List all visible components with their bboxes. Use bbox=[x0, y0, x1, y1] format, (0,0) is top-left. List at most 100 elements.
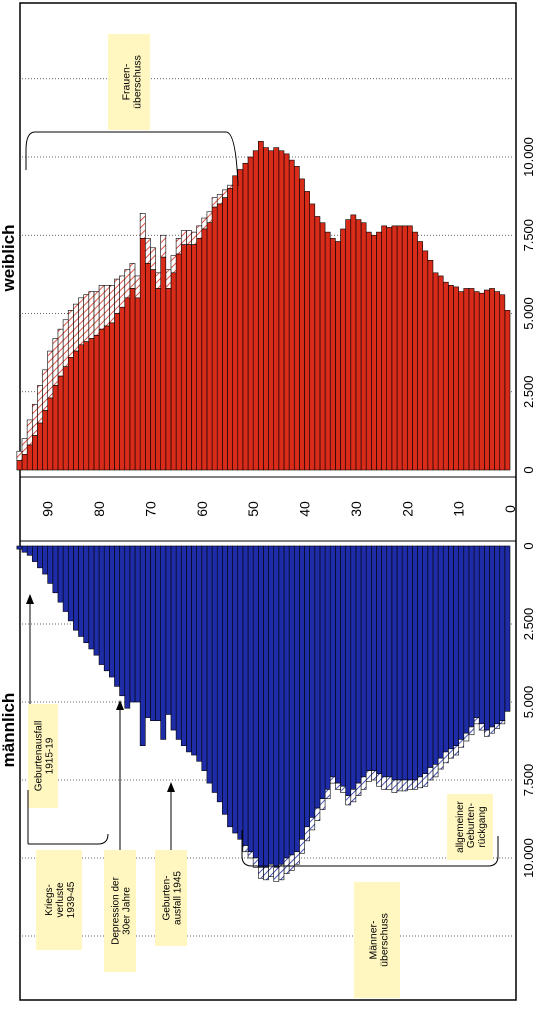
female-surplus-bar bbox=[57, 328, 64, 377]
male-surplus-bar bbox=[494, 723, 501, 729]
annotation-box bbox=[155, 850, 187, 946]
male-surplus-bar bbox=[406, 779, 413, 790]
male-bar bbox=[119, 545, 126, 697]
female-bar bbox=[324, 231, 331, 471]
female-bar bbox=[340, 228, 346, 471]
male-surplus-bar bbox=[417, 776, 423, 789]
female-bar bbox=[83, 341, 90, 471]
male-surplus-bar bbox=[371, 770, 377, 781]
age-tick-label: 20 bbox=[399, 501, 415, 517]
male-surplus-bar bbox=[360, 776, 367, 790]
female-surplus-bar bbox=[52, 338, 59, 386]
female-bar bbox=[468, 288, 475, 471]
male-surplus-bar bbox=[242, 845, 249, 853]
female-bar bbox=[412, 231, 418, 471]
male-surplus-bar bbox=[396, 779, 403, 792]
female-bar bbox=[237, 169, 244, 471]
male-surplus-bar bbox=[288, 854, 295, 871]
male-bar bbox=[31, 545, 38, 562]
male-bars bbox=[16, 545, 511, 882]
male-bar bbox=[396, 545, 403, 781]
male-surplus-bracket bbox=[241, 830, 499, 867]
male-surplus-bar bbox=[365, 770, 372, 782]
male-surplus-bar bbox=[453, 745, 459, 756]
female-bar bbox=[417, 241, 423, 471]
male-bar bbox=[406, 545, 413, 781]
female-bar bbox=[134, 297, 141, 471]
female-surplus-bar bbox=[67, 310, 74, 358]
female-bar bbox=[422, 250, 429, 471]
female-surplus-bar bbox=[216, 194, 223, 205]
female-bar bbox=[150, 269, 156, 471]
female-count-tick-label: 10.000 bbox=[521, 137, 536, 177]
annotation-depression: Depression der30er Jahre bbox=[104, 700, 136, 972]
female-bar bbox=[442, 281, 449, 471]
female-bar bbox=[124, 297, 131, 471]
female-surplus-bar bbox=[155, 272, 161, 289]
male-bar bbox=[206, 545, 213, 784]
male-surplus-bar bbox=[345, 795, 352, 806]
male-bar bbox=[504, 545, 511, 712]
female-bar bbox=[191, 244, 197, 471]
male-bar bbox=[170, 545, 177, 731]
male-bar bbox=[67, 545, 74, 622]
age-tick-label: 0 bbox=[502, 505, 518, 513]
male-bar bbox=[16, 545, 23, 550]
female-bar bbox=[242, 162, 249, 471]
age-tick-label: 10 bbox=[451, 501, 467, 517]
male-bar bbox=[473, 545, 480, 718]
female-surplus-bar bbox=[139, 213, 146, 239]
male-bar bbox=[57, 545, 64, 603]
male-bar bbox=[186, 545, 192, 753]
female-bar bbox=[21, 454, 28, 471]
female-surplus-bar bbox=[222, 189, 228, 198]
male-bar bbox=[42, 545, 48, 575]
female-bar bbox=[335, 241, 341, 471]
male-surplus-bar bbox=[355, 782, 362, 796]
female-count-tick-label: 0 bbox=[521, 466, 536, 473]
male-surplus-bar bbox=[381, 776, 388, 790]
male-bar bbox=[160, 545, 167, 740]
female-panel-label: weiblich bbox=[0, 224, 18, 292]
male-surplus-bar bbox=[473, 717, 480, 725]
male-bar bbox=[391, 545, 398, 781]
female-bar bbox=[489, 288, 495, 471]
female-bar bbox=[180, 244, 187, 471]
female-surplus-bar bbox=[93, 291, 100, 336]
male-bar bbox=[257, 545, 264, 868]
female-bar bbox=[186, 244, 192, 471]
male-surplus-callout: Männer-überschuss bbox=[241, 830, 499, 998]
male-count-tick-label: 5.000 bbox=[521, 686, 536, 719]
female-bar bbox=[216, 203, 223, 471]
male-bar bbox=[376, 545, 382, 775]
male-surplus-bar bbox=[299, 838, 305, 854]
female-surplus-bar bbox=[62, 319, 69, 368]
female-bar bbox=[52, 385, 59, 471]
annotation-text: Geburtenausfall1915-19 bbox=[34, 721, 56, 792]
male-bar bbox=[350, 545, 357, 790]
female-bar bbox=[304, 191, 310, 471]
female-bars bbox=[16, 141, 511, 471]
male-bar bbox=[494, 545, 501, 725]
female-bar bbox=[247, 156, 254, 471]
annotation-arrowhead bbox=[26, 594, 34, 604]
female-surplus-bar bbox=[124, 269, 131, 299]
annotation-text: Geburten-ausfall 1945 bbox=[162, 871, 184, 925]
age-tick-label: 60 bbox=[194, 501, 210, 517]
male-bar bbox=[83, 545, 90, 644]
male-bar bbox=[165, 545, 172, 715]
female-surplus-bar bbox=[129, 263, 136, 289]
female-bar bbox=[427, 259, 434, 471]
male-bar bbox=[468, 545, 475, 728]
annotation-kriegsverluste: Kriegs-verluste1939-45 bbox=[27, 790, 109, 950]
male-count-tick-label: 10.000 bbox=[521, 838, 536, 878]
female-surplus-bar bbox=[119, 275, 126, 308]
male-surplus-label-box bbox=[354, 882, 400, 998]
female-bar bbox=[473, 291, 480, 471]
female-bar bbox=[360, 222, 367, 471]
age-tick-label: 80 bbox=[91, 501, 107, 517]
female-surplus-bar bbox=[83, 294, 90, 342]
male-bar bbox=[448, 545, 454, 750]
female-bar bbox=[401, 225, 408, 471]
female-bar bbox=[222, 197, 228, 471]
